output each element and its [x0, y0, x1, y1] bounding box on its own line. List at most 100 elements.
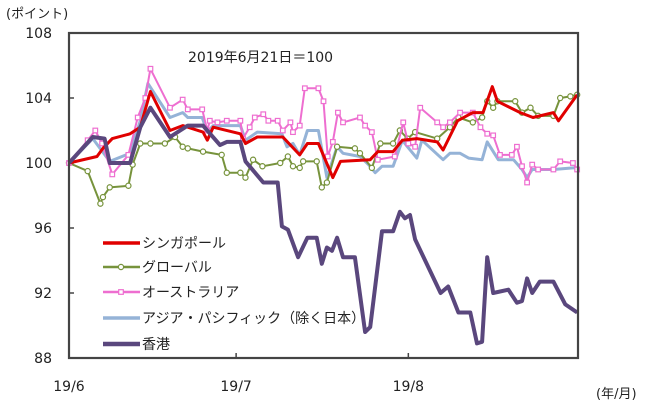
data-point	[570, 160, 576, 166]
y-tick-label: 92	[34, 286, 52, 302]
y-axis: 88 92 96 100 104 108	[25, 26, 74, 367]
series-line	[68, 67, 579, 184]
data-point	[249, 156, 257, 163]
data-point	[335, 109, 341, 116]
data-point	[296, 122, 303, 129]
data-point	[556, 94, 564, 102]
data-point	[405, 140, 412, 147]
y-tick-label: 108	[25, 26, 52, 42]
base-annotation: 2019年6月21日＝100	[188, 50, 333, 66]
series-layer	[65, 65, 581, 346]
data-point	[391, 153, 398, 160]
data-point	[457, 109, 463, 116]
y-tick-label: 100	[25, 156, 52, 172]
data-point	[84, 167, 91, 175]
data-point	[274, 117, 281, 124]
data-point	[199, 148, 207, 155]
data-point	[97, 200, 104, 207]
data-point	[524, 179, 530, 186]
data-point	[351, 145, 359, 152]
data-point	[199, 106, 206, 113]
data-point	[246, 124, 253, 131]
legend-marker	[118, 289, 124, 295]
data-point	[260, 111, 267, 118]
legend-item: アジア・パシフィック（除く日本）	[103, 311, 365, 327]
legend-label: シンガポール	[142, 236, 226, 252]
data-point	[440, 124, 447, 131]
data-point	[259, 163, 266, 170]
data-point	[514, 143, 520, 150]
data-point	[412, 143, 419, 150]
y-tick-label: 104	[25, 91, 52, 107]
data-point	[320, 98, 327, 105]
series-line	[68, 85, 579, 180]
data-point	[290, 129, 296, 136]
data-point	[333, 143, 341, 150]
data-point	[218, 151, 225, 159]
data-point	[489, 104, 497, 111]
data-point	[301, 85, 308, 92]
y-tick-label: 96	[34, 221, 52, 237]
data-point	[106, 184, 113, 191]
data-point	[557, 158, 564, 165]
data-point	[527, 104, 534, 111]
y-tick-label: 88	[34, 351, 52, 367]
plot-frame	[67, 31, 580, 360]
data-point	[477, 124, 484, 131]
data-point	[289, 163, 297, 170]
data-point	[279, 127, 286, 134]
data-point	[374, 156, 381, 163]
data-point	[184, 106, 191, 113]
data-point	[313, 158, 320, 165]
legend-label: オーストラリア	[142, 285, 239, 301]
legend-label: 香港	[142, 337, 170, 353]
data-point	[277, 159, 284, 167]
data-point	[368, 164, 376, 172]
data-point	[508, 151, 515, 158]
data-point	[99, 193, 107, 201]
data-point	[490, 132, 497, 139]
data-point	[567, 93, 574, 100]
data-point	[287, 119, 294, 126]
x-tick-label: 19/8	[393, 379, 424, 395]
data-point	[318, 184, 326, 191]
data-point	[400, 119, 407, 126]
data-point	[92, 127, 99, 134]
data-point	[237, 169, 244, 176]
data-point	[362, 122, 368, 129]
data-point	[147, 65, 154, 72]
data-point	[446, 124, 454, 131]
legend-item: 香港	[103, 337, 170, 353]
data-point	[179, 96, 186, 103]
data-point	[223, 169, 230, 176]
data-point	[315, 85, 322, 92]
data-point	[434, 119, 441, 126]
legend-item: グローバル	[103, 260, 212, 276]
data-point	[340, 119, 346, 126]
data-point	[469, 119, 477, 126]
data-point	[147, 140, 154, 147]
y-unit-label: (ポイント)	[6, 7, 68, 22]
data-point	[223, 117, 230, 124]
data-point	[368, 129, 375, 136]
data-point	[251, 114, 258, 121]
x-unit-label: (年/月)	[596, 387, 637, 402]
data-point	[184, 145, 191, 152]
data-point	[356, 150, 364, 157]
data-point	[535, 166, 542, 173]
data-point	[109, 171, 116, 178]
data-point	[529, 161, 536, 168]
data-point	[237, 117, 244, 124]
data-point	[137, 140, 144, 147]
series-4	[67, 105, 579, 346]
legend-item: オーストラリア	[103, 285, 239, 301]
series-line	[67, 105, 579, 346]
x-tick-label: 19/7	[220, 379, 251, 395]
legend-label: グローバル	[142, 260, 212, 276]
data-point	[329, 138, 336, 145]
data-point	[478, 114, 486, 121]
data-point	[284, 153, 292, 160]
data-point	[357, 114, 363, 121]
